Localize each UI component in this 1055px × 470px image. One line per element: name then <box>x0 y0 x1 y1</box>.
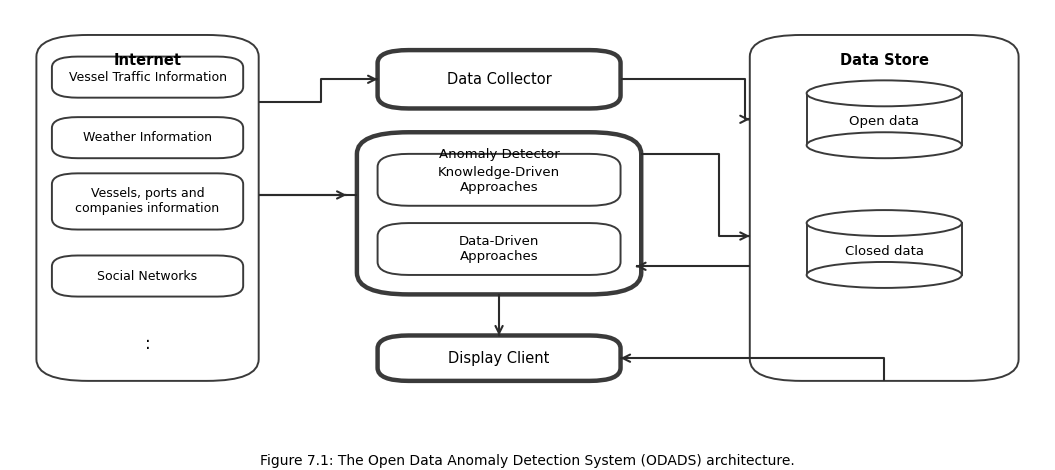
FancyBboxPatch shape <box>52 173 244 229</box>
FancyBboxPatch shape <box>378 50 620 109</box>
Text: Figure 7.1: The Open Data Anomaly Detection System (ODADS) architecture.: Figure 7.1: The Open Data Anomaly Detect… <box>261 454 794 468</box>
FancyBboxPatch shape <box>37 35 258 381</box>
FancyBboxPatch shape <box>52 117 244 158</box>
Text: :: : <box>145 335 151 353</box>
FancyBboxPatch shape <box>378 154 620 206</box>
Text: Open data: Open data <box>849 115 919 128</box>
FancyBboxPatch shape <box>378 223 620 275</box>
FancyBboxPatch shape <box>52 56 244 98</box>
Text: Data Store: Data Store <box>840 54 928 69</box>
Ellipse shape <box>807 210 962 236</box>
FancyBboxPatch shape <box>52 256 244 297</box>
Text: Knowledge-Driven
Approaches: Knowledge-Driven Approaches <box>438 166 560 194</box>
Text: Display Client: Display Client <box>448 351 550 366</box>
Ellipse shape <box>807 262 962 288</box>
Text: Vessel Traffic Information: Vessel Traffic Information <box>69 70 227 84</box>
Text: Vessels, ports and
companies information: Vessels, ports and companies information <box>76 188 219 215</box>
Text: Internet: Internet <box>114 54 181 69</box>
Text: Data Collector: Data Collector <box>446 72 552 87</box>
FancyBboxPatch shape <box>750 35 1019 381</box>
Text: Anomaly Detector: Anomaly Detector <box>439 148 559 161</box>
Text: Social Networks: Social Networks <box>97 269 197 282</box>
Ellipse shape <box>807 80 962 106</box>
FancyBboxPatch shape <box>378 336 620 381</box>
Text: Data-Driven
Approaches: Data-Driven Approaches <box>459 235 539 263</box>
Ellipse shape <box>807 132 962 158</box>
FancyBboxPatch shape <box>357 132 641 294</box>
Text: Closed data: Closed data <box>845 245 924 258</box>
Text: Weather Information: Weather Information <box>83 131 212 144</box>
